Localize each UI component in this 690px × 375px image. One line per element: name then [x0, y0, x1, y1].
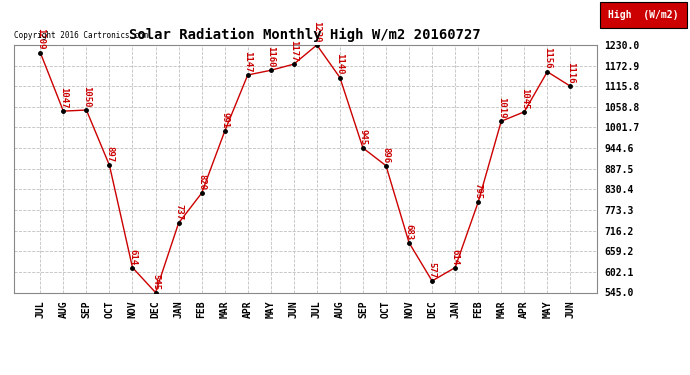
- Text: 614: 614: [128, 249, 137, 265]
- Text: 1156: 1156: [543, 48, 552, 69]
- Text: 1019: 1019: [497, 97, 506, 118]
- Text: 1140: 1140: [335, 53, 344, 75]
- Title: Solar Radiation Monthly High W/m2 20160727: Solar Radiation Monthly High W/m2 201607…: [130, 28, 481, 42]
- Text: 1045: 1045: [520, 88, 529, 109]
- Text: 1116: 1116: [566, 62, 575, 83]
- Text: Copyright 2016 Cartronics.com: Copyright 2016 Cartronics.com: [14, 31, 148, 40]
- Text: 1047: 1047: [59, 87, 68, 108]
- Text: 683: 683: [404, 224, 413, 240]
- Text: 1050: 1050: [82, 86, 91, 107]
- Text: 1230: 1230: [313, 21, 322, 42]
- Text: 945: 945: [358, 129, 368, 145]
- Text: High  (W/m2): High (W/m2): [608, 10, 679, 20]
- Text: 1147: 1147: [243, 51, 253, 72]
- Text: 820: 820: [197, 174, 206, 190]
- Text: 614: 614: [451, 249, 460, 265]
- Text: 1209: 1209: [36, 28, 45, 50]
- Text: 896: 896: [382, 147, 391, 163]
- Text: 991: 991: [220, 112, 229, 129]
- Text: 897: 897: [105, 146, 114, 162]
- Text: 545: 545: [151, 274, 160, 290]
- Text: 795: 795: [473, 183, 483, 200]
- Text: 737: 737: [174, 204, 183, 220]
- Text: 577: 577: [428, 262, 437, 278]
- Text: 1160: 1160: [266, 46, 275, 68]
- Text: 1177: 1177: [289, 40, 298, 62]
